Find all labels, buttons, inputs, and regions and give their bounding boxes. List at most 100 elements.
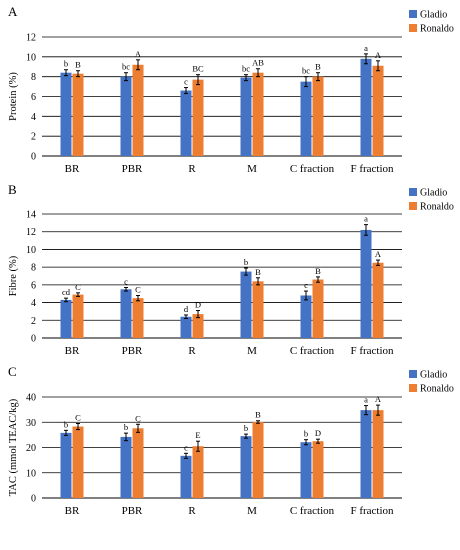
significance-letter: A — [375, 50, 382, 60]
y-tick-label: 20 — [26, 443, 36, 454]
significance-letter: BC — [192, 64, 204, 74]
x-tick-label: PBR — [122, 345, 143, 357]
y-tick-label: 30 — [26, 418, 36, 429]
significance-letter: b — [304, 429, 308, 439]
y-tick-label: 10 — [26, 245, 36, 256]
bar-gladio — [360, 229, 372, 338]
significance-letter: bc — [242, 64, 250, 74]
legend-swatch-gladio — [409, 10, 417, 18]
bar-gladio — [60, 432, 72, 498]
significance-letter: c — [184, 442, 188, 452]
x-tick-label: F fraction — [350, 345, 394, 357]
significance-letter: A — [375, 394, 382, 404]
significance-letter: b — [244, 423, 248, 433]
y-tick-label: 12 — [26, 227, 36, 238]
bar-gladio — [180, 316, 192, 338]
y-tick-label: 40 — [26, 393, 36, 404]
bar-ronaldo — [72, 73, 84, 156]
x-tick-label: C fraction — [290, 163, 335, 175]
significance-letter: c — [124, 277, 128, 287]
x-tick-label: F fraction — [350, 163, 394, 175]
significance-letter: C — [135, 413, 141, 423]
bar-gladio — [240, 436, 252, 498]
y-tick-label: 4 — [31, 298, 36, 309]
bar-gladio — [360, 410, 372, 498]
significance-letter: C — [135, 284, 141, 294]
bar-gladio — [180, 455, 192, 498]
legend-label: Gladio — [420, 370, 447, 381]
bar-ronaldo — [252, 421, 264, 498]
significance-letter: b — [64, 419, 68, 429]
x-tick-label: R — [188, 505, 196, 517]
legend-label: Ronaldo — [420, 384, 454, 395]
bar-ronaldo — [252, 72, 264, 156]
legend-swatch-ronaldo — [409, 24, 417, 32]
bar-ronaldo — [372, 262, 384, 338]
bar-gladio — [120, 436, 132, 498]
significance-letter: a — [364, 214, 368, 224]
significance-letter: b — [64, 59, 68, 69]
x-tick-label: BR — [65, 163, 80, 175]
significance-letter: D — [315, 428, 321, 438]
legend-label: Gladio — [420, 10, 447, 21]
legend-swatch-ronaldo — [409, 384, 417, 392]
bar-ronaldo — [192, 446, 204, 498]
significance-letter: c — [184, 77, 188, 87]
panel-label: B — [8, 182, 17, 197]
y-tick-label: 14 — [26, 210, 36, 221]
legend-swatch-gladio — [409, 370, 417, 378]
significance-letter: AB — [252, 58, 264, 68]
bar-ronaldo — [312, 279, 324, 338]
bar-ronaldo — [72, 426, 84, 498]
x-tick-label: PBR — [122, 505, 143, 517]
x-tick-label: F fraction — [350, 505, 394, 517]
significance-letter: B — [255, 267, 261, 277]
bar-gladio — [300, 442, 312, 498]
bar-gladio — [60, 72, 72, 156]
legend-label: Ronaldo — [420, 24, 454, 35]
y-tick-label: 8 — [31, 72, 36, 83]
y-tick-label: 10 — [26, 52, 36, 63]
bar-gladio — [120, 76, 132, 156]
bar-ronaldo — [132, 428, 144, 498]
x-tick-label: PBR — [122, 163, 143, 175]
significance-letter: bc — [302, 66, 310, 76]
bar-gladio — [240, 271, 252, 338]
bar-ronaldo — [132, 298, 144, 338]
x-tick-label: R — [188, 345, 196, 357]
y-tick-label: 0 — [31, 494, 36, 505]
bar-ronaldo — [372, 410, 384, 498]
legend-label: Ronaldo — [420, 202, 454, 213]
legend-swatch-gladio — [409, 188, 417, 196]
significance-letter: D — [195, 300, 201, 310]
y-tick-label: 2 — [31, 316, 36, 327]
x-tick-label: R — [188, 163, 196, 175]
y-tick-label: 0 — [31, 334, 36, 345]
significance-letter: a — [364, 395, 368, 405]
bar-gladio — [300, 81, 312, 156]
bar-gladio — [180, 90, 192, 156]
bar-gladio — [300, 295, 312, 338]
significance-letter: B — [75, 60, 81, 70]
y-tick-label: 2 — [31, 132, 36, 143]
bar-ronaldo — [312, 76, 324, 156]
x-tick-label: C fraction — [290, 505, 335, 517]
significance-letter: d — [184, 304, 189, 314]
significance-letter: b — [124, 422, 128, 432]
y-tick-label: 12 — [26, 33, 36, 44]
y-axis-label: Protein (%) — [8, 72, 19, 121]
bar-gladio — [60, 299, 72, 338]
y-tick-label: 8 — [31, 263, 36, 274]
significance-letter: b — [244, 257, 248, 267]
significance-letter: B — [315, 62, 321, 72]
x-tick-label: BR — [65, 505, 80, 517]
significance-letter: cd — [62, 287, 71, 297]
panel-label: C — [8, 364, 17, 379]
significance-letter: a — [364, 43, 368, 53]
significance-letter: A — [375, 249, 382, 259]
significance-letter: c — [304, 280, 308, 290]
bar-ronaldo — [192, 79, 204, 156]
significance-letter: E — [195, 430, 200, 440]
y-axis-label: TAC (mmol TEAC/kg) — [8, 398, 19, 496]
